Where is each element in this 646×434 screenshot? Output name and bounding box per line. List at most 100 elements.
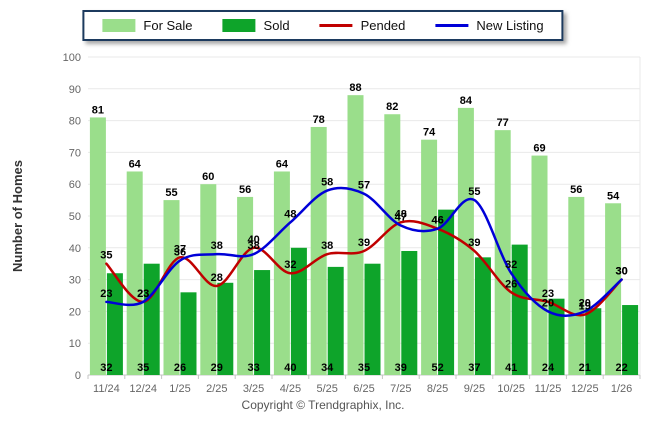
bar-sold [401,250,418,375]
bar-sold [585,308,602,375]
x-tick-label: 11/25 [535,383,562,395]
x-tick-label: 5/25 [316,383,337,395]
sold-value-label: 35 [137,362,149,374]
legend-item-sold: Sold [222,18,290,33]
for-sale-value-label: 64 [129,158,142,170]
x-tick-label: 3/25 [243,383,264,395]
new-listing-value-label: 58 [321,177,333,189]
x-tick-label: 8/25 [427,383,448,395]
pended-value-label: 48 [395,208,407,220]
y-tick-label: 10 [69,338,81,350]
copyright-text: Copyright © Trendgraphix, Inc. [241,398,405,412]
y-axis-title: Number of Homes [10,160,25,272]
bar-for-sale [200,184,217,375]
new-listing-value-label: 46 [431,215,443,227]
new-listing-value-label: 23 [137,288,149,300]
y-tick-label: 90 [69,84,81,96]
for-sale-value-label: 84 [460,95,473,107]
for-sale-value-label: 77 [497,117,509,129]
bar-for-sale [457,107,474,375]
sold-value-label: 26 [174,362,186,374]
legend-line-swatch-icon [319,24,353,27]
x-tick-label: 7/25 [390,383,411,395]
y-tick-label: 60 [69,179,81,191]
new-listing-value-label: 23 [100,288,112,300]
sold-value-label: 52 [431,362,443,374]
new-listing-value-label: 20 [579,297,591,309]
pended-value-label: 35 [100,250,112,262]
y-tick-label: 40 [69,243,81,255]
legend-label: For Sale [143,18,193,33]
chart-plot-area: 0 10 20 30 40 50 60 70 80 90 100 11/24 12/24 1/25 2/25… [10,52,641,395]
bar-sold [622,305,639,375]
bar-sold [290,247,307,375]
bar-sold [143,263,160,375]
x-axis: 11/24 12/24 1/25 2/25 3/25 4/25 5/25 6/25 7/25 8/… [87,375,641,395]
legend-label: New Listing [476,18,544,33]
bar-for-sale [163,200,180,375]
x-tick-label: 4/25 [280,383,301,395]
legend-label: Pended [360,18,406,33]
legend-bar-swatch-icon [102,19,136,32]
x-tick-label: 10/25 [497,383,525,395]
new-listing-value-label: 48 [284,208,296,220]
pended-value-label: 23 [137,288,149,300]
new-listing-value-label: 57 [358,180,370,192]
for-sale-value-label: 82 [386,101,398,113]
x-tick-label: 12/25 [571,383,599,395]
new-listing-value-label: 32 [505,259,517,271]
sold-value-label: 41 [505,362,517,374]
bar-for-sale [273,171,290,375]
sold-value-label: 40 [284,362,296,374]
legend-item-pended: Pended [319,18,406,33]
y-tick-label: 30 [69,275,81,287]
pended-value-label: 30 [615,266,627,278]
bar-sold [217,282,234,375]
for-sale-value-label: 74 [423,127,436,139]
line-new-listing [105,186,623,318]
y-tick-label: 50 [69,211,81,223]
for-sale-value-label: 54 [607,190,620,202]
bar-sold [254,270,271,375]
bar-for-sale [531,155,548,375]
new-listing-value-label: 55 [468,186,480,198]
bar-value-labels: 81 64 55 60 56 64 78 88 82 74 84 77 69 56 54 32 35 26 29 33… [92,82,628,374]
legend-item-for-sale: For Sale [102,18,193,33]
new-listing-value-label: 47 [395,212,407,224]
pended-value-label: 26 [505,278,517,290]
bar-sold [327,266,344,375]
pended-value-label: 40 [247,234,259,246]
y-tick-label: 70 [69,147,81,159]
x-tick-label: 6/25 [353,383,374,395]
bar-sold [180,292,197,375]
pended-value-label: 32 [284,259,296,271]
bar-for-sale [384,114,401,376]
pended-value-label: 28 [211,272,223,284]
bar-sold [511,244,528,375]
legend-label: Sold [263,18,290,33]
bar-for-sale [568,196,585,375]
for-sale-value-label: 69 [533,143,545,155]
x-tick-label: 11/24 [93,383,120,395]
new-listing-value-label: 30 [615,266,627,278]
sold-value-label: 39 [395,362,407,374]
x-tick-label: 1/25 [169,383,190,395]
bar-sold [474,257,491,375]
y-tick-label: 0 [75,370,81,382]
bar-for-sale [494,130,511,375]
x-tick-label: 1/26 [611,383,632,395]
bar-sold [106,273,123,375]
new-listing-value-label: 38 [247,240,259,252]
bar-for-sale [421,139,438,375]
bar-for-sale [347,95,364,375]
pended-value-label: 46 [431,215,443,227]
sold-value-label: 24 [542,362,555,374]
for-sale-value-label: 56 [570,184,582,196]
pended-value-label: 37 [174,243,186,255]
y-tick-label: 80 [69,116,81,128]
bar-sold [364,263,381,375]
x-tick-label: 12/24 [129,383,157,395]
sold-value-label: 21 [579,362,591,374]
sold-value-label: 37 [468,362,480,374]
